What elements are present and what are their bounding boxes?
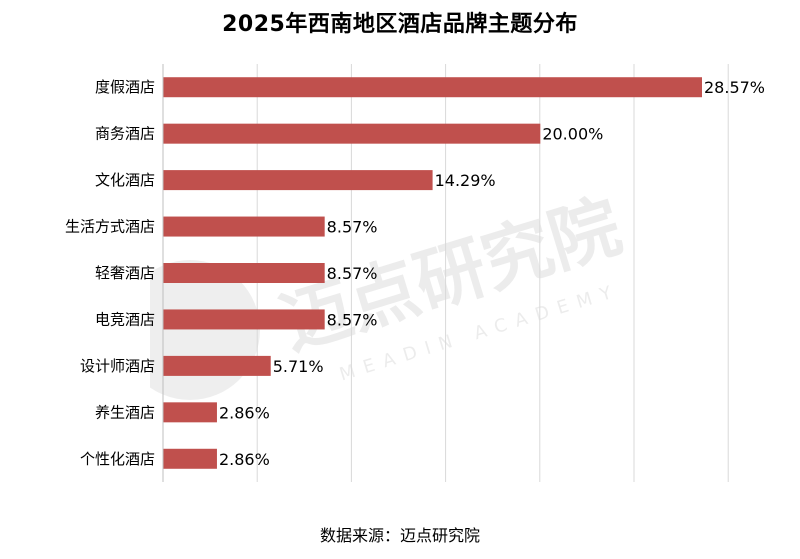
value-label: 5.71%: [273, 357, 324, 376]
category-label: 个性化酒店: [80, 450, 155, 468]
category-label: 养生酒店: [95, 403, 155, 421]
category-label: 文化酒店: [95, 171, 155, 189]
value-label: 2.86%: [219, 450, 270, 469]
category-label: 生活方式酒店: [65, 218, 155, 236]
value-label: 20.00%: [542, 125, 603, 144]
value-labels: 28.57% 20.00% 14.29% 8.57% 8.57% 8.57% 5.71% 2.…: [219, 78, 765, 469]
category-label: 电竞酒店: [95, 310, 155, 328]
bar: [163, 402, 217, 423]
bar: [163, 216, 325, 237]
bars: [163, 77, 702, 469]
value-label: 2.86%: [219, 403, 270, 422]
bar: [163, 77, 702, 98]
bar: [163, 123, 541, 144]
category-label: 商务酒店: [95, 125, 155, 143]
bar: [163, 355, 271, 376]
bar: [163, 263, 325, 283]
value-label: 14.29%: [435, 171, 496, 190]
value-label: 8.57%: [327, 218, 378, 237]
bar: [163, 170, 433, 191]
category-label: 设计师酒店: [80, 357, 155, 375]
data-source: 数据来源：迈点研究院: [319, 526, 480, 545]
value-label: 28.57%: [704, 78, 765, 97]
bar: [163, 448, 217, 469]
category-label: 度假酒店: [95, 78, 155, 96]
value-label: 8.57%: [327, 264, 378, 283]
bar: [163, 309, 325, 330]
value-label: 8.57%: [327, 310, 378, 329]
chart-title: 2025年西南地区酒店品牌主题分布: [222, 12, 578, 37]
category-label: 轻奢酒店: [95, 264, 155, 282]
